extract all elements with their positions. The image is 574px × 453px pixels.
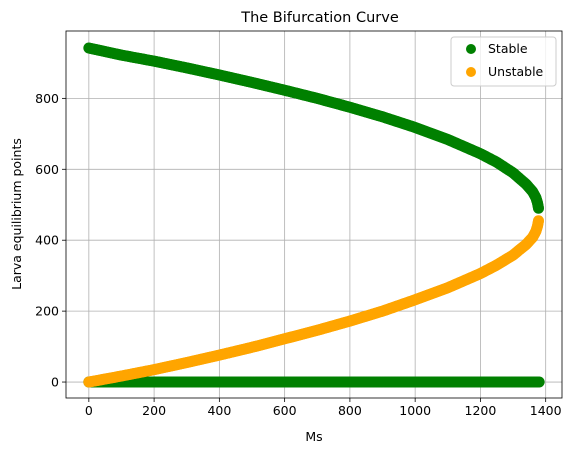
y-tick-label: 0 — [51, 375, 59, 390]
data-points — [83, 42, 545, 388]
x-tick-label: 1000 — [399, 403, 431, 418]
legend-marker-stable — [466, 44, 476, 54]
legend-marker-unstable — [466, 67, 476, 77]
y-axis-label: Larva equilibrium points — [9, 138, 24, 290]
x-tick-label: 0 — [85, 403, 93, 418]
x-tick-label: 400 — [207, 403, 231, 418]
data-point — [533, 215, 545, 227]
x-tick-label: 800 — [338, 403, 362, 418]
legend-label-unstable: Unstable — [488, 64, 544, 79]
data-point — [533, 376, 545, 388]
x-tick-label: 1400 — [530, 403, 562, 418]
x-axis-label: Ms — [305, 429, 322, 444]
legend-box — [450, 36, 557, 87]
y-tick-label: 600 — [35, 162, 59, 177]
x-tick-label: 1200 — [465, 403, 497, 418]
y-tick-label: 400 — [35, 233, 59, 248]
legend: Stable Unstable — [450, 36, 557, 87]
y-tick-label: 200 — [35, 304, 59, 319]
y-axis-ticks: 0 200 400 600 800 — [35, 91, 66, 390]
x-tick-label: 200 — [142, 403, 166, 418]
legend-label-stable: Stable — [488, 41, 528, 56]
plot-frame — [65, 30, 563, 399]
y-tick-label: 800 — [35, 91, 59, 106]
data-point — [533, 202, 545, 214]
x-tick-label: 600 — [273, 403, 297, 418]
chart-title: The Bifurcation Curve — [240, 10, 399, 26]
x-axis-ticks: 0 200 400 600 800 1000 1200 1400 — [85, 398, 562, 418]
